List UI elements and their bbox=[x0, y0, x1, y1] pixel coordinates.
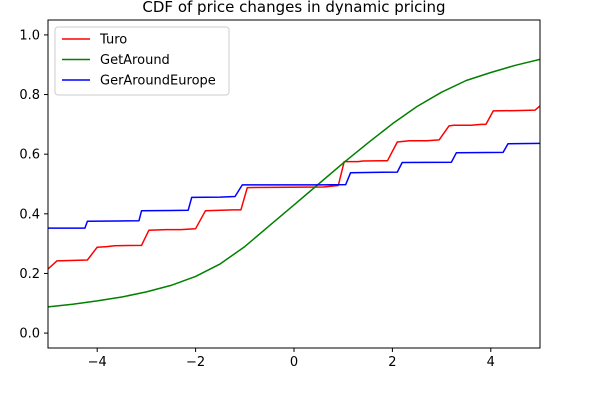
series-line-getaround bbox=[48, 58, 540, 308]
series-line-geraroundeurope bbox=[48, 142, 540, 229]
y-tick-label: 0.0 bbox=[19, 327, 40, 342]
y-tick-label: 0.2 bbox=[19, 267, 40, 282]
plot-area bbox=[48, 58, 540, 308]
legend: Turo GetAround GerAroundEurope bbox=[54, 26, 230, 96]
series-line-turo bbox=[48, 105, 540, 270]
x-tick-label: 4 bbox=[487, 355, 495, 370]
legend-label-geraroundeurope: GerAroundEurope bbox=[100, 74, 216, 89]
x-tick-label: 0 bbox=[290, 355, 298, 370]
y-tick-label: 1.0 bbox=[19, 28, 40, 43]
x-tick-label: −2 bbox=[186, 355, 205, 370]
y-tick-label: 0.4 bbox=[19, 207, 40, 222]
x-tick-label: −4 bbox=[88, 355, 107, 370]
chart-title: CDF of price changes in dynamic pricing bbox=[142, 0, 445, 16]
x-tick-label: 2 bbox=[388, 355, 396, 370]
legend-box bbox=[54, 26, 230, 96]
legend-label-getaround: GetAround bbox=[100, 53, 170, 68]
x-axis: −4 −2 0 2 4 bbox=[88, 348, 495, 370]
legend-label-turo: Turo bbox=[99, 33, 127, 48]
axes-frame bbox=[47, 19, 541, 349]
y-axis: 0.0 0.2 0.4 0.6 0.8 1.0 bbox=[19, 28, 48, 342]
y-tick-label: 0.6 bbox=[19, 148, 40, 163]
y-tick-label: 0.8 bbox=[19, 88, 40, 103]
